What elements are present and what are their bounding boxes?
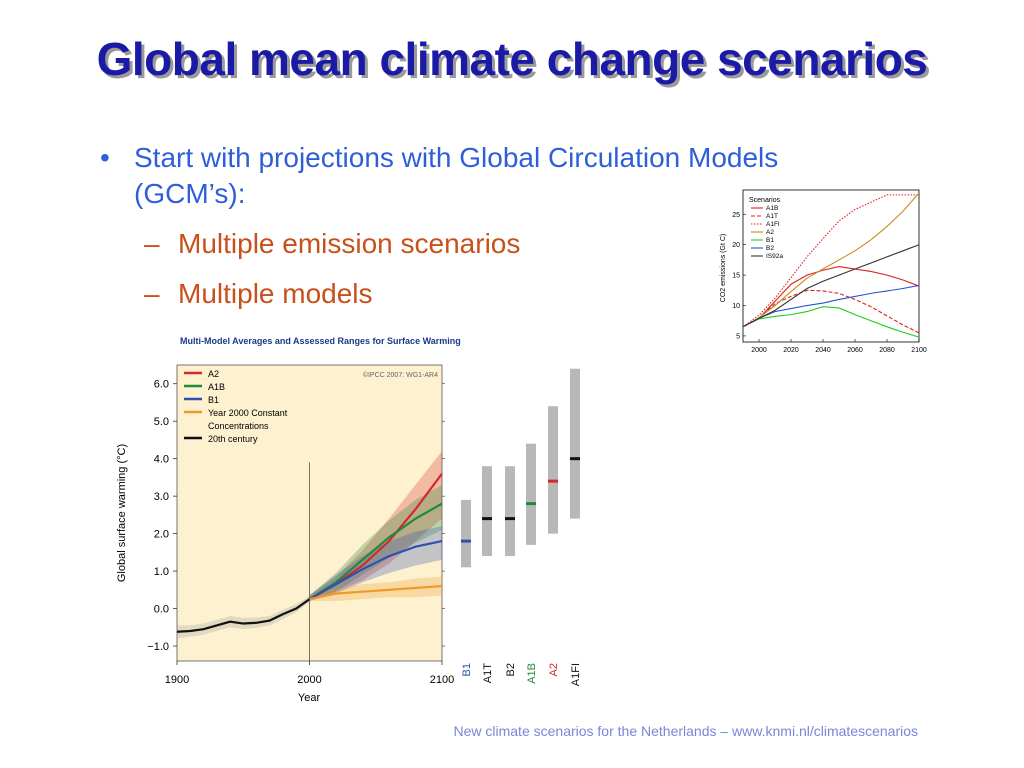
ipcc-credit: ©IPCC 2007: WG1-AR4 — [363, 371, 438, 379]
range-bar-b2 — [505, 466, 515, 557]
sub-bullet-text: Multiple models — [178, 278, 373, 309]
y-tick-label: 1.0 — [154, 566, 169, 578]
y-tick-label: 20 — [732, 242, 740, 249]
series-line-b2 — [742, 284, 920, 328]
bullet-glyph: • — [100, 142, 110, 173]
legend-label: B2 — [766, 245, 774, 252]
uncertainty-band — [309, 451, 442, 602]
y-tick-label: 4.0 — [154, 454, 169, 466]
x-tick-label: 2080 — [879, 347, 895, 354]
uncertainty-band — [309, 576, 442, 602]
dash-glyph: – — [144, 278, 160, 309]
series-line — [308, 502, 443, 601]
legend-label: A1B — [766, 205, 778, 212]
x-tick-label: 2020 — [783, 347, 799, 354]
best-estimate-mark — [482, 517, 492, 521]
range-label: B2 — [505, 663, 517, 676]
series-line-a2 — [742, 192, 920, 328]
x-tick-label: 1900 — [165, 674, 189, 686]
series-line-is92a — [742, 244, 920, 328]
best-estimate-mark — [505, 517, 515, 521]
y-tick-label: 3.0 — [154, 491, 169, 503]
bullet-text-line1: Start with projections with Global Circu… — [134, 142, 779, 173]
legend-title: Scenarios — [749, 197, 781, 204]
y-tick-label: 25 — [732, 212, 740, 219]
range-bar-a1t — [482, 466, 492, 557]
footer-text: New climate scenarios for the Netherland… — [453, 723, 918, 739]
range-bar-a1b — [526, 443, 536, 545]
series-line-b1 — [742, 306, 920, 338]
dash-glyph: – — [144, 228, 160, 259]
range-label: B1 — [461, 663, 473, 676]
x-tick-label: 2000 — [297, 674, 321, 686]
x-tick-label: 2040 — [815, 347, 831, 354]
bullet-text-line2: (GCM’s): — [134, 178, 246, 209]
bullet-list: • Start with projections with Global Cir… — [100, 140, 940, 312]
legend-label: A1B — [208, 382, 225, 392]
range-label: A2 — [548, 663, 560, 676]
series-line — [309, 584, 443, 601]
x-tick-label: 2100 — [430, 674, 454, 686]
y-tick-label: 0.0 — [154, 604, 169, 616]
x-axis-label: Year — [298, 692, 321, 704]
legend-label: IS92a — [766, 253, 783, 260]
y-tick-label: 5 — [736, 333, 740, 340]
co2-emissions-chart: CO2 emissions (Gt C) 2000 2020 2040 2060 208… — [720, 189, 927, 354]
range-bar-b1 — [461, 499, 471, 568]
series-line — [176, 598, 311, 633]
best-estimate-mark — [526, 502, 536, 506]
legend-label: Concentrations — [208, 421, 269, 431]
legend-label: B1 — [766, 237, 774, 244]
legend-label: Year 2000 Constant — [208, 408, 288, 418]
x-tick-label: 2000 — [751, 347, 767, 354]
slide-title: Global mean climate change scenarios — [96, 33, 928, 85]
y-tick-label: −1.0 — [147, 641, 169, 653]
legend-label: A2 — [208, 369, 219, 379]
sub-bullet-item: – Multiple models — [144, 276, 940, 312]
y-tick-label: 6.0 — [154, 379, 169, 391]
legend-label: A1FI — [766, 221, 780, 228]
series-line — [308, 540, 443, 601]
series-line-a1b — [742, 266, 920, 328]
best-estimate-mark — [461, 539, 471, 543]
y-axis-label: Global surface warming (°C) — [116, 444, 128, 582]
y-tick-label: 5.0 — [154, 416, 169, 428]
bullet-item: • Start with projections with Global Cir… — [100, 140, 940, 212]
best-estimate-mark — [570, 457, 580, 461]
x-tick-label: 2100 — [911, 347, 927, 354]
series-line-a1t — [742, 289, 920, 334]
y-tick-label: 2.0 — [154, 529, 169, 541]
surface-warming-chart: Multi-Model Averages and Assessed Ranges… — [116, 336, 582, 704]
legend-label: B1 — [208, 395, 219, 405]
range-bar-a2 — [548, 406, 558, 534]
sub-bullet-text: Multiple emission scenarios — [178, 228, 521, 259]
uncertainty-band — [309, 484, 442, 602]
chart-title: Multi-Model Averages and Assessed Ranges… — [180, 336, 461, 346]
legend-label: A2 — [766, 229, 774, 236]
range-label: A1T — [482, 663, 494, 683]
legend-label: A1T — [766, 213, 778, 220]
series-line-a1fi — [742, 194, 919, 328]
legend-label: 20th century — [208, 434, 258, 444]
x-tick-label: 2060 — [847, 347, 863, 354]
y-tick-label: 10 — [732, 303, 740, 310]
y-tick-label: 15 — [732, 273, 740, 280]
sub-bullet-item: – Multiple emission scenarios — [144, 226, 940, 262]
range-label: A1B — [526, 663, 538, 684]
range-label: A1FI — [570, 663, 582, 686]
y-axis-label: CO2 emissions (Gt C) — [720, 234, 727, 302]
best-estimate-mark — [548, 479, 558, 483]
range-bar-a1fi — [570, 368, 580, 519]
